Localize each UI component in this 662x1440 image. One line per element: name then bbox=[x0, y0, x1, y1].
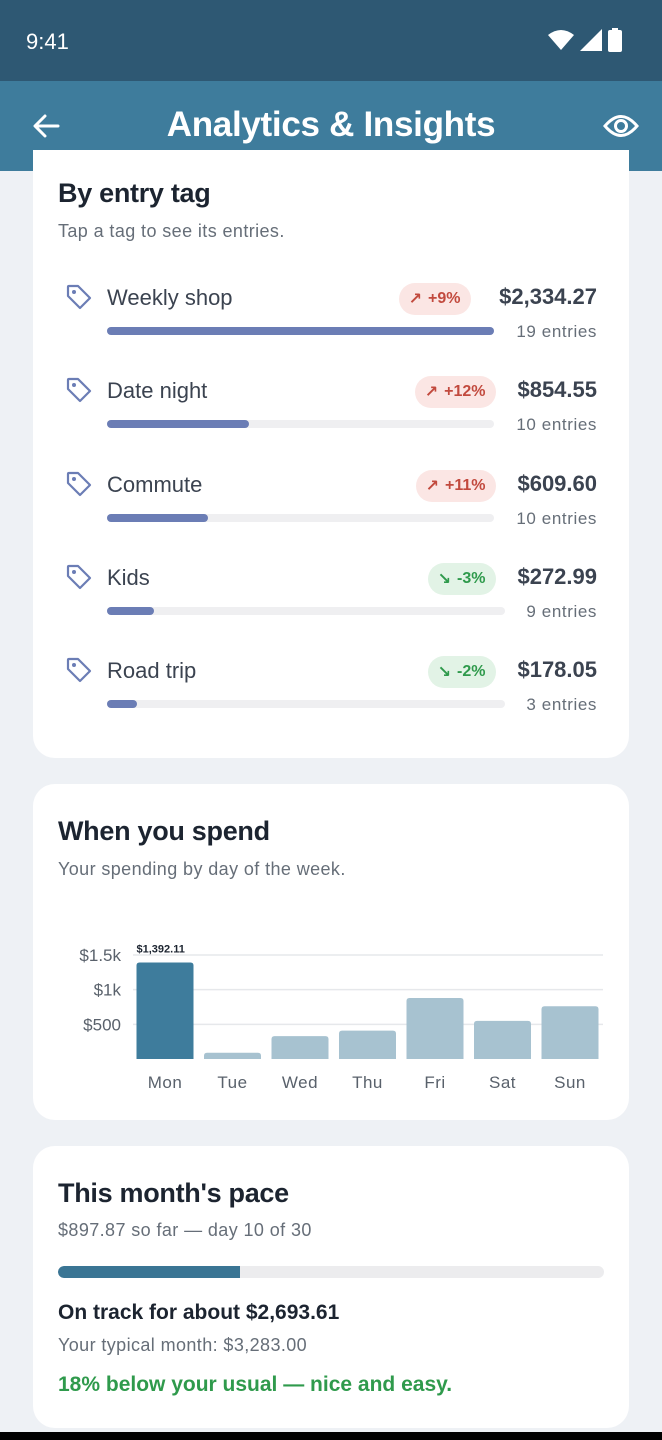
tag-icon bbox=[65, 376, 93, 404]
bar-tue bbox=[204, 1052, 261, 1059]
tag-entry-count: 9 entries bbox=[526, 602, 597, 621]
tag-amount: $272.99 bbox=[517, 564, 597, 589]
trend-up-icon: ↗ bbox=[425, 478, 440, 495]
arrow-left-icon bbox=[33, 114, 60, 138]
pace-card-title: This month's pace bbox=[58, 1178, 289, 1208]
tag-share-fill bbox=[107, 327, 494, 335]
change-badge: ↗ +11% bbox=[415, 470, 496, 502]
wifi-icon bbox=[548, 30, 574, 50]
pace-projection: On track for about $2,693.61 bbox=[58, 1301, 340, 1324]
x-tick-label: Fri bbox=[424, 1073, 445, 1092]
status-time: 9:41 bbox=[26, 29, 69, 54]
tag-row[interactable]: Weekly shop ↗ +9% $2,334.27 19 entries bbox=[33, 283, 629, 363]
tag-name: Commute bbox=[107, 472, 203, 497]
x-tick-label: Wed bbox=[282, 1073, 318, 1092]
y-tick-label: $1.5k bbox=[79, 946, 121, 965]
x-tick-label: Tue bbox=[217, 1073, 247, 1092]
tag-amount: $2,334.27 bbox=[499, 284, 597, 309]
tag-row[interactable]: Commute ↗ +11% $609.60 10 entries bbox=[33, 470, 629, 550]
tags-card-title: By entry tag bbox=[58, 178, 211, 208]
change-value: +12% bbox=[444, 383, 486, 400]
y-tick-label: $1k bbox=[94, 981, 122, 1000]
x-tick-label: Sun bbox=[554, 1073, 586, 1092]
pace-progress-bar bbox=[58, 1266, 604, 1278]
tag-share-fill bbox=[107, 420, 249, 428]
tags-card-subtitle: Tap a tag to see its entries. bbox=[58, 221, 285, 241]
tag-entry-count: 3 entries bbox=[526, 695, 597, 714]
pace-note: 18% below your usual — nice and easy. bbox=[58, 1373, 453, 1396]
trend-up-icon: ↗ bbox=[424, 384, 439, 401]
trend-down-icon: ↘ bbox=[437, 664, 452, 681]
tag-share-fill bbox=[107, 514, 208, 522]
tag-share-bar bbox=[107, 700, 505, 708]
change-badge: ↘ -3% bbox=[427, 563, 496, 595]
tag-icon bbox=[65, 563, 93, 591]
tag-row[interactable]: Date night ↗ +12% $854.55 10 entries bbox=[33, 376, 629, 456]
change-value: -2% bbox=[457, 663, 486, 680]
tag-share-bar bbox=[107, 420, 494, 428]
bar-sun bbox=[541, 1006, 599, 1059]
system-nav-bar bbox=[0, 1432, 662, 1440]
change-badge: ↗ +9% bbox=[398, 283, 471, 315]
battery-icon bbox=[608, 28, 622, 52]
bar-wed bbox=[271, 1036, 329, 1059]
chart-card-title: When you spend bbox=[58, 816, 270, 846]
change-badge: ↘ -2% bbox=[427, 656, 496, 688]
bar-thu bbox=[339, 1030, 396, 1059]
change-value: +11% bbox=[445, 477, 486, 494]
tag-icon bbox=[65, 470, 93, 498]
tag-row[interactable]: Road trip ↘ -2% $178.05 3 entries bbox=[33, 656, 629, 736]
status-bar: 9:41 bbox=[0, 0, 662, 81]
tag-icon bbox=[65, 283, 93, 311]
pace-typical: Your typical month: $3,283.00 bbox=[58, 1335, 308, 1355]
signal-icon bbox=[580, 29, 602, 51]
tag-entry-count: 19 entries bbox=[516, 322, 597, 341]
tag-row[interactable]: Kids ↘ -3% $272.99 9 entries bbox=[33, 563, 629, 643]
tags-card: By entry tag Tap a tag to see its entrie… bbox=[33, 150, 629, 758]
visibility-toggle-button[interactable] bbox=[600, 105, 642, 147]
bar-fri bbox=[406, 997, 464, 1059]
spending-chart-card: When you spend Your spending by day of t… bbox=[33, 784, 629, 1120]
change-value: +9% bbox=[428, 290, 461, 307]
tag-amount: $609.60 bbox=[517, 471, 597, 496]
tag-name: Road trip bbox=[107, 658, 197, 683]
tag-name: Date night bbox=[107, 378, 208, 403]
eye-icon bbox=[603, 115, 639, 137]
tag-entry-count: 10 entries bbox=[516, 415, 597, 434]
bar-mon bbox=[136, 962, 194, 1059]
month-pace-card: This month's pace $897.87 so far — day 1… bbox=[33, 1146, 629, 1428]
tag-share-fill bbox=[107, 700, 138, 708]
trend-down-icon: ↘ bbox=[437, 571, 452, 588]
tag-name: Weekly shop bbox=[107, 285, 233, 310]
tag-share-fill bbox=[107, 607, 154, 615]
day-of-week-chart: $500 $1k $1.5k Mon $1,392.11 Tue Wed Thu Fri Sat S… bbox=[79, 943, 603, 1092]
tag-share-bar bbox=[107, 514, 494, 522]
status-icons bbox=[548, 28, 622, 52]
tag-entry-count: 10 entries bbox=[516, 509, 597, 528]
change-badge: ↗ +12% bbox=[414, 376, 496, 408]
tag-share-bar bbox=[107, 607, 505, 615]
tag-amount: $854.55 bbox=[517, 377, 597, 402]
page-title: Analytics & Insights bbox=[166, 105, 496, 144]
change-value: -3% bbox=[457, 570, 486, 587]
pace-progress-fill bbox=[58, 1266, 240, 1278]
tag-icon bbox=[65, 656, 93, 684]
tag-amount: $178.05 bbox=[517, 657, 597, 682]
x-tick-label: Thu bbox=[352, 1073, 383, 1092]
tag-name: Kids bbox=[107, 565, 150, 590]
pace-card-subtitle: $897.87 so far — day 10 of 30 bbox=[58, 1220, 312, 1240]
bar-sat bbox=[474, 1020, 531, 1059]
y-tick-label: $500 bbox=[83, 1015, 121, 1034]
x-tick-label: Sat bbox=[489, 1073, 516, 1092]
tag-share-bar bbox=[107, 327, 494, 335]
back-button[interactable] bbox=[28, 108, 64, 144]
bar-value-label: $1,392.11 bbox=[137, 943, 185, 955]
trend-up-icon: ↗ bbox=[408, 291, 423, 308]
x-tick-label: Mon bbox=[148, 1073, 183, 1092]
chart-card-subtitle: Your spending by day of the week. bbox=[58, 859, 346, 879]
